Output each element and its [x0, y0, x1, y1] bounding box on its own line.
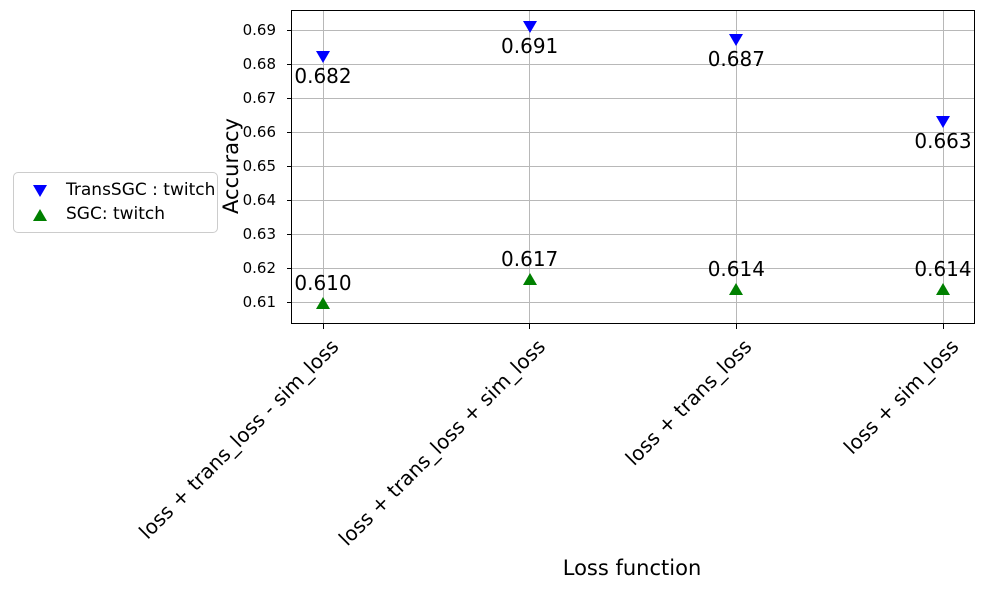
- gridline-horizontal: [292, 63, 974, 65]
- y-axis-tick-label: 0.69: [242, 20, 276, 39]
- point-annotation: 0.687: [707, 47, 765, 72]
- point-annotation: 0.614: [707, 256, 765, 281]
- triangle-up-data-point-icon: [729, 282, 744, 295]
- triangle-down-data-point-icon: [936, 116, 950, 129]
- point-annotation: 0.617: [501, 246, 559, 271]
- gridline-horizontal: [292, 97, 974, 99]
- gridline-horizontal: [292, 165, 974, 167]
- y-axis-tick-label: 0.61: [242, 293, 276, 312]
- triangle-up-data-point-icon: [316, 296, 330, 309]
- triangle-up-data-point-icon: [522, 272, 537, 285]
- y-tick-mark: [287, 29, 292, 31]
- gridline-vertical: [322, 11, 324, 323]
- gridline-horizontal: [292, 233, 974, 235]
- x-tick-mark: [942, 324, 944, 329]
- legend-item-label: TransSGC : twitch: [66, 180, 216, 200]
- y-axis-tick-label: 0.66: [242, 122, 276, 141]
- gridline-horizontal: [292, 302, 974, 304]
- gridline-horizontal: [292, 199, 974, 201]
- gridline-vertical: [942, 11, 944, 323]
- x-axis-tick-label: loss + trans_loss: [620, 334, 757, 471]
- y-axis-title: Accuracy: [219, 118, 243, 214]
- point-annotation: 0.610: [294, 270, 352, 295]
- legend: TransSGC : twitch SGC: twitch: [13, 172, 218, 233]
- point-annotation: 0.682: [294, 64, 352, 89]
- gridline-vertical: [529, 11, 531, 323]
- triangle-up-data-point-icon: [936, 282, 950, 295]
- y-axis-tick-label: 0.63: [242, 224, 276, 243]
- y-tick-mark: [287, 97, 292, 99]
- triangle-down-data-point-icon: [522, 20, 537, 33]
- y-axis-tick-label: 0.64: [242, 190, 276, 209]
- legend-item: TransSGC : twitch: [33, 181, 217, 200]
- gridline-horizontal: [292, 131, 974, 133]
- y-tick-mark: [287, 233, 292, 235]
- gridline-vertical: [735, 11, 737, 323]
- y-tick-mark: [287, 302, 292, 304]
- point-annotation: 0.691: [501, 33, 559, 58]
- x-tick-mark: [322, 324, 324, 329]
- y-tick-mark: [287, 131, 292, 133]
- triangle-up-icon: [33, 208, 47, 221]
- plot-area: 0.61 0.62 0.63 0.64 0.65 0.66 0.67 0.68 0.69 loss…: [134, 10, 975, 550]
- y-tick-mark: [287, 199, 292, 201]
- x-axis-tick-label: loss + trans_loss + sim_loss: [333, 334, 550, 551]
- legend-item-label: SGC: twitch: [66, 204, 166, 224]
- triangle-down-icon: [33, 184, 47, 197]
- triangle-down-data-point-icon: [316, 51, 330, 64]
- x-tick-mark: [529, 324, 531, 329]
- y-axis-tick-label: 0.62: [242, 259, 276, 277]
- legend-item: SGC: twitch: [33, 205, 217, 224]
- triangle-down-data-point-icon: [729, 34, 744, 47]
- y-axis-tick-label: 0.65: [242, 156, 276, 175]
- x-axis-tick-label: loss + trans_loss - sim_loss: [133, 334, 344, 544]
- x-axis-tick-label: loss + sim_loss: [838, 334, 964, 459]
- gridline-horizontal: [292, 29, 974, 31]
- y-tick-mark: [287, 268, 292, 269]
- y-tick-mark: [287, 63, 292, 65]
- point-annotation: 0.663: [914, 129, 972, 154]
- y-axis-tick-label: 0.68: [242, 54, 276, 73]
- point-annotation: 0.614: [914, 256, 972, 281]
- x-tick-mark: [735, 324, 737, 329]
- gridline-horizontal: [292, 268, 974, 269]
- x-axis-title: Loss function: [562, 556, 702, 580]
- y-axis-tick-label: 0.67: [242, 88, 276, 107]
- y-tick-mark: [287, 165, 292, 167]
